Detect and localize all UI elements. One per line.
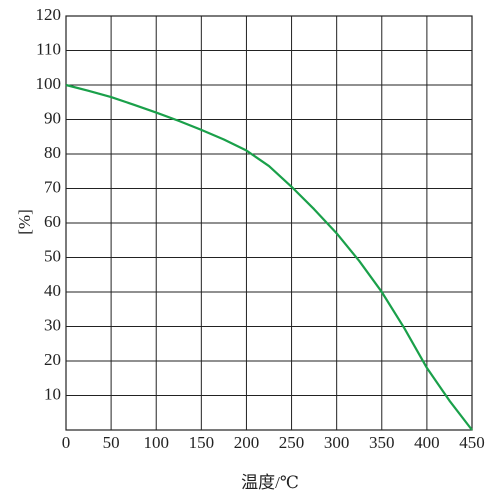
x-tick-label: 150 — [189, 433, 215, 452]
y-tick-label: 20 — [44, 350, 61, 369]
y-tick-label: 10 — [44, 384, 61, 403]
y-tick-label: 60 — [44, 212, 61, 231]
x-tick-label: 300 — [324, 433, 350, 452]
x-tick-label: 350 — [369, 433, 395, 452]
y-tick-label: 80 — [44, 143, 61, 162]
x-tick-label: 250 — [279, 433, 305, 452]
y-tick-label: 90 — [44, 108, 61, 127]
y-tick-label: 110 — [36, 39, 61, 58]
x-tick-label: 400 — [414, 433, 440, 452]
x-tick-label: 100 — [143, 433, 169, 452]
x-tick-label: 50 — [103, 433, 120, 452]
x-tick-label: 0 — [62, 433, 71, 452]
y-axis-label: [%] — [15, 209, 34, 234]
x-tick-label: 450 — [459, 433, 485, 452]
y-tick-label: 100 — [36, 74, 62, 93]
x-tick-label: 200 — [234, 433, 260, 452]
data-line — [65, 83, 473, 431]
y-tick-label: 70 — [44, 177, 61, 196]
y-tick-label: 40 — [44, 281, 61, 300]
y-tick-label: 120 — [36, 5, 62, 24]
x-axis-label: 温度/℃ — [241, 473, 299, 492]
y-tick-label: 30 — [44, 315, 61, 334]
y-tick-label: 50 — [44, 246, 61, 265]
